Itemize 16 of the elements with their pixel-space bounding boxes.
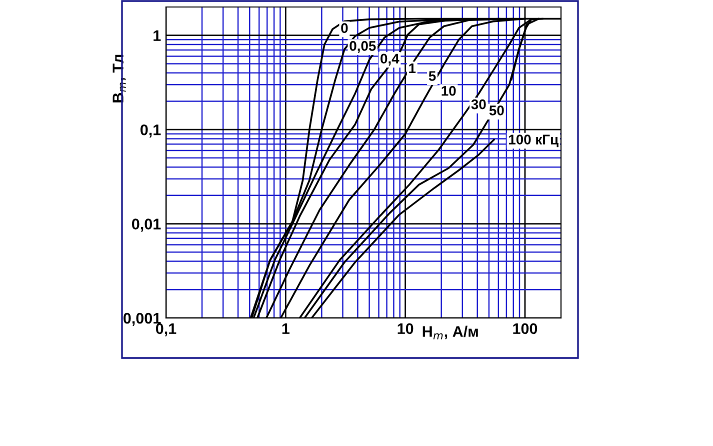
annotation: 50 [489, 106, 504, 116]
y-tick-label: 0,1 [140, 124, 161, 138]
x-tick-label: 10 [398, 323, 414, 334]
annotation: 100 кГц [509, 134, 558, 148]
annotation: 0,05 [350, 41, 376, 53]
x-axis-title: H$_{m}$, А/м [422, 326, 478, 340]
annotation: 30 [471, 99, 486, 110]
x-tick-label: 100 [513, 323, 538, 334]
x-tick-label: 1 [282, 323, 290, 334]
annotation: 5 [428, 71, 436, 81]
annotation: 10 [442, 86, 456, 96]
annotation: 1 [409, 63, 416, 74]
annotation: 0 [341, 23, 348, 34]
y-tick-label: 0,01 [132, 218, 161, 232]
y-tick-label: 1 [154, 30, 161, 41]
annotation: 0,4 [380, 54, 400, 66]
